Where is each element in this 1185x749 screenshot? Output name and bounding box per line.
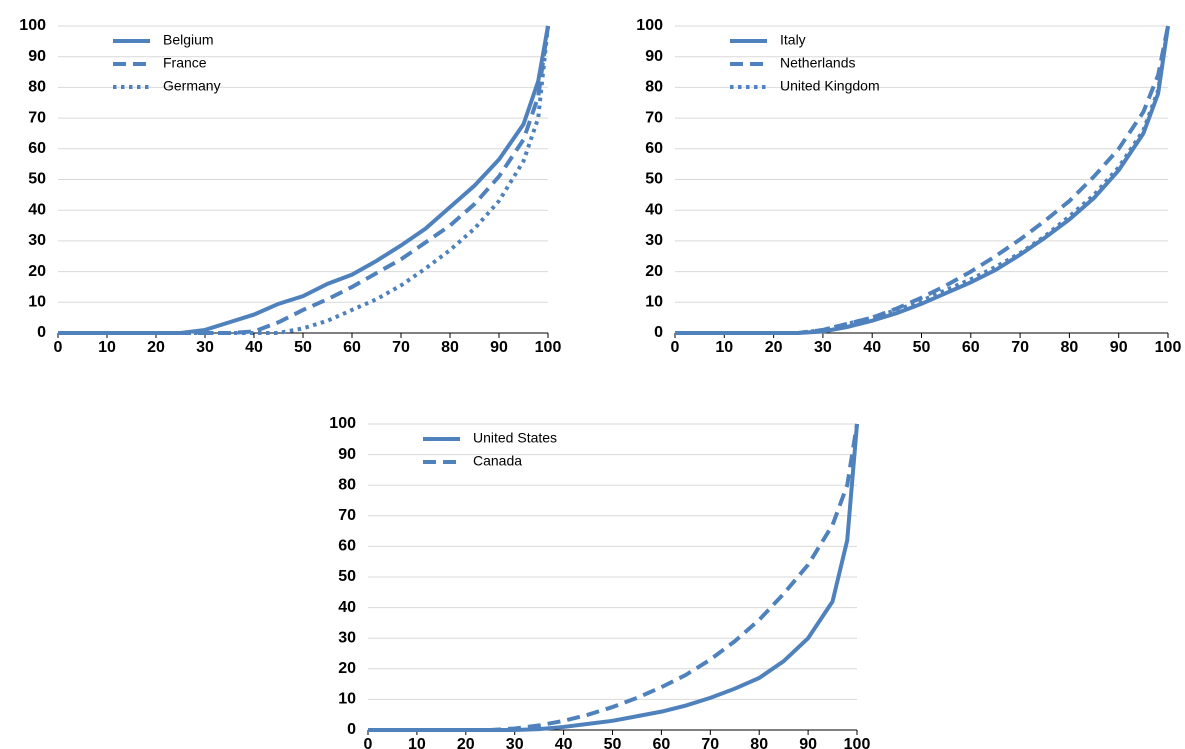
- y-tick-label: 80: [645, 79, 663, 96]
- y-tick-label: 20: [645, 263, 663, 280]
- x-tick-label: 40: [555, 736, 573, 749]
- x-tick-label: 80: [750, 736, 768, 749]
- x-tick-label: 40: [245, 339, 263, 356]
- y-tick-label: 10: [645, 294, 663, 311]
- x-tick-label: 70: [701, 736, 719, 749]
- y-tick-label: 80: [28, 79, 46, 96]
- legend-label: Belgium: [163, 32, 214, 48]
- x-tick-label: 30: [196, 339, 214, 356]
- x-tick-label: 40: [863, 339, 881, 356]
- x-tick-label: 80: [1061, 339, 1079, 356]
- series-line: [675, 25, 1170, 335]
- y-tick-label: 40: [645, 201, 663, 218]
- y-tick-label: 50: [645, 171, 663, 188]
- x-tick-label: 100: [535, 339, 562, 356]
- legend-label: Italy: [780, 32, 806, 48]
- x-tick-label: 30: [506, 736, 524, 749]
- y-tick-label: 10: [28, 294, 46, 311]
- x-tick-label: 60: [653, 736, 671, 749]
- y-tick-label: 70: [338, 507, 356, 524]
- y-tick-label: 60: [645, 140, 663, 157]
- x-tick-label: 10: [98, 339, 116, 356]
- y-tick-label: 30: [338, 629, 356, 646]
- legend-label: United Kingdom: [780, 78, 880, 94]
- x-tick-label: 60: [962, 339, 980, 356]
- legend-label: Germany: [163, 78, 221, 94]
- y-tick-label: 70: [28, 109, 46, 126]
- legend-label: Netherlands: [780, 55, 856, 71]
- y-tick-label: 20: [28, 263, 46, 280]
- x-tick-label: 100: [1155, 339, 1182, 356]
- y-tick-label: 10: [338, 691, 356, 708]
- y-tick-label: 30: [28, 232, 46, 249]
- y-tick-label: 60: [28, 140, 46, 157]
- x-tick-label: 100: [844, 736, 871, 749]
- y-tick-label: 40: [28, 201, 46, 218]
- y-tick-label: 0: [37, 324, 46, 341]
- y-tick-label: 0: [654, 324, 663, 341]
- y-tick-label: 90: [338, 446, 356, 463]
- x-tick-label: 30: [814, 339, 832, 356]
- y-tick-label: 90: [28, 48, 46, 65]
- series-line: [58, 25, 550, 335]
- series-line: [368, 423, 859, 732]
- y-tick-label: 80: [338, 476, 356, 493]
- x-tick-label: 0: [54, 339, 63, 356]
- x-tick-label: 60: [343, 339, 361, 356]
- legend-label: Canada: [473, 453, 522, 469]
- y-tick-label: 90: [645, 48, 663, 65]
- x-tick-label: 20: [765, 339, 783, 356]
- x-tick-label: 20: [147, 339, 165, 356]
- y-tick-label: 60: [338, 538, 356, 555]
- y-tick-label: 50: [338, 568, 356, 585]
- y-tick-label: 100: [19, 17, 46, 34]
- y-tick-label: 100: [636, 17, 663, 34]
- x-tick-label: 80: [441, 339, 459, 356]
- x-tick-label: 70: [1011, 339, 1029, 356]
- legend-label: United States: [473, 430, 557, 446]
- x-tick-label: 0: [671, 339, 680, 356]
- x-tick-label: 10: [715, 339, 733, 356]
- x-tick-label: 10: [408, 736, 426, 749]
- y-tick-label: 50: [28, 171, 46, 188]
- x-tick-label: 50: [913, 339, 931, 356]
- y-tick-label: 100: [329, 415, 356, 432]
- y-tick-label: 30: [645, 232, 663, 249]
- x-tick-label: 0: [364, 736, 373, 749]
- x-tick-label: 50: [294, 339, 312, 356]
- x-tick-label: 90: [490, 339, 508, 356]
- legend-label: France: [163, 55, 207, 71]
- x-tick-label: 70: [392, 339, 410, 356]
- x-tick-label: 50: [604, 736, 622, 749]
- y-tick-label: 20: [338, 660, 356, 677]
- series-line: [58, 25, 550, 335]
- x-tick-label: 90: [1110, 339, 1128, 356]
- series-line: [675, 25, 1170, 335]
- x-tick-label: 90: [799, 736, 817, 749]
- y-tick-label: 40: [338, 599, 356, 616]
- y-tick-label: 70: [645, 109, 663, 126]
- y-tick-label: 0: [347, 721, 356, 738]
- x-tick-label: 20: [457, 736, 475, 749]
